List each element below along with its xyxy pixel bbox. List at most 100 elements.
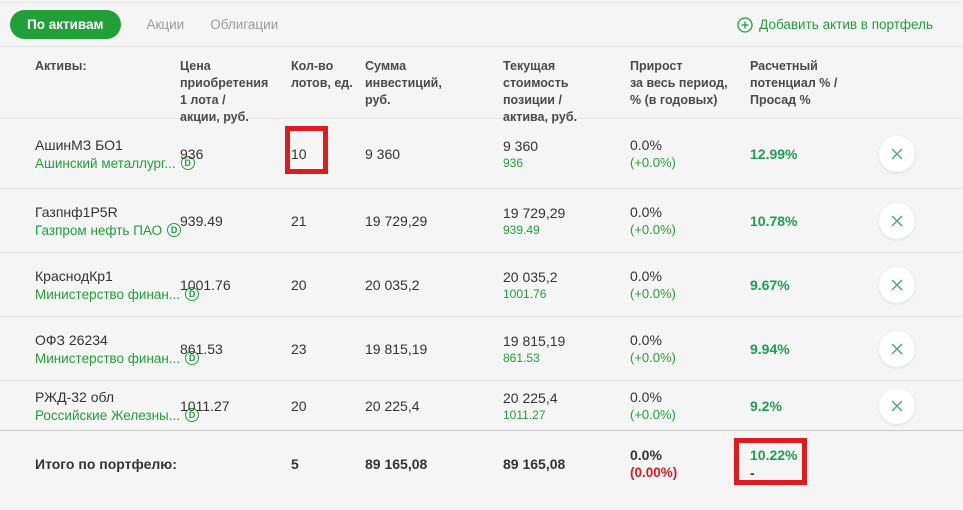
- tab-stocks[interactable]: Акции: [146, 17, 185, 32]
- growth-value: 0.0%: [630, 204, 662, 220]
- tab-by-assets[interactable]: По активам: [10, 10, 121, 39]
- close-icon: [891, 215, 903, 226]
- asset-ticker: Газпнф1P5R: [35, 203, 118, 220]
- qty-cell: 20: [291, 397, 307, 414]
- current-value: 20 225,4: [503, 389, 558, 406]
- growth-cell: 0.0% (+0.0%): [630, 389, 750, 422]
- col-header-qty: Кол-во лотов, ед.: [291, 59, 353, 90]
- qty-cell: 10: [291, 145, 307, 162]
- current-sub-value: 1011.27: [503, 407, 546, 422]
- growth-sub-value: (+0.0%): [630, 407, 676, 422]
- current-cell: 9 360 936: [503, 138, 630, 170]
- totals-qty: 5: [291, 455, 299, 472]
- tab-bonds[interactable]: Облигации: [210, 17, 279, 32]
- growth-cell: 0.0% (+0.0%): [630, 137, 750, 170]
- price-cell: 1011.27: [180, 397, 230, 414]
- totals-row: Итого по портфелю: 5 89 165,08 89 165,08…: [0, 430, 963, 496]
- asset-ticker: АшинМЗ БО1: [35, 136, 123, 153]
- asset-ticker: КраснодКр1: [35, 267, 113, 284]
- growth-value: 0.0%: [630, 332, 662, 348]
- asset-issuer-label: Российские Железны...: [35, 407, 181, 423]
- table-row: Газпнф1P5R Газпром нефть ПАО D 939.49 21…: [0, 188, 963, 252]
- col-header-potential: Расчетный потенциал % / Просад %: [750, 59, 838, 107]
- delete-asset-button[interactable]: [879, 330, 915, 367]
- qty-cell: 20: [291, 276, 307, 293]
- potential-cell: 12.99%: [750, 145, 798, 162]
- asset-issuer-label: Министерство финан...: [35, 286, 181, 302]
- close-icon: [891, 148, 903, 159]
- current-sub-value: 1001.76: [503, 286, 547, 301]
- close-icon: [891, 400, 903, 411]
- growth-value: 0.0%: [630, 137, 662, 153]
- totals-potential: 10.22%: [750, 446, 798, 463]
- d-badge-icon[interactable]: D: [185, 351, 200, 365]
- asset-issuer-link[interactable]: Министерство финан... D: [35, 287, 200, 302]
- totals-invested: 89 165,08: [365, 455, 428, 472]
- close-icon: [891, 343, 903, 354]
- asset-cell: АшинМЗ БО1 Ашинский металлург... D: [35, 136, 195, 171]
- potential-cell: 9.67%: [750, 276, 790, 293]
- col-header-invested: Сумма инвестиций, руб.: [365, 59, 442, 107]
- add-asset-button[interactable]: Добавить актив в портфель: [737, 16, 933, 33]
- growth-sub-value: (+0.0%): [630, 350, 676, 365]
- growth-sub-value: (+0.0%): [630, 155, 676, 170]
- close-icon: [891, 279, 903, 290]
- current-sub-value: 861.53: [503, 350, 540, 365]
- asset-issuer-link[interactable]: Ашинский металлург... D: [35, 156, 195, 171]
- current-value: 9 360: [503, 137, 539, 154]
- col-header-price: Цена приобретения 1 лота / акции, руб.: [180, 59, 269, 124]
- delete-asset-button[interactable]: [879, 387, 915, 424]
- asset-ticker: ОФЗ 26234: [35, 331, 108, 348]
- d-badge-icon[interactable]: D: [167, 223, 182, 237]
- current-cell: 19 815,19 861.53: [503, 333, 630, 365]
- asset-cell: Газпнф1P5R Газпром нефть ПАО D: [35, 203, 182, 238]
- invested-cell: 19 729,29: [365, 212, 428, 229]
- asset-issuer-label: Ашинский металлург...: [35, 155, 176, 171]
- asset-issuer-link[interactable]: Министерство финан... D: [35, 351, 200, 366]
- d-badge-icon[interactable]: D: [185, 408, 200, 422]
- plus-circle-icon: [737, 16, 753, 33]
- price-cell: 861.53: [180, 340, 223, 357]
- asset-issuer-label: Министерство финан...: [35, 350, 181, 366]
- invested-cell: 20 035,2: [365, 276, 420, 293]
- totals-potential-sub: -: [750, 464, 755, 481]
- growth-value: 0.0%: [630, 389, 662, 405]
- asset-cell: КраснодКр1 Министерство финан... D: [35, 267, 200, 302]
- totals-current: 89 165,08: [503, 455, 566, 472]
- col-header-current: Текущая стоимость позиции / актива, руб.: [503, 59, 578, 124]
- d-badge-icon[interactable]: D: [185, 287, 200, 301]
- growth-cell: 0.0% (+0.0%): [630, 268, 750, 301]
- asset-issuer-link[interactable]: Газпром нефть ПАО D: [35, 222, 182, 238]
- delete-asset-button[interactable]: [879, 266, 915, 303]
- d-badge-icon[interactable]: D: [180, 156, 195, 170]
- growth-cell: 0.0% (+0.0%): [630, 204, 750, 237]
- table-row: АшинМЗ БО1 Ашинский металлург... D 936 1…: [0, 118, 963, 188]
- delete-asset-button[interactable]: [879, 135, 915, 172]
- table-row: КраснодКр1 Министерство финан... D 1001.…: [0, 252, 963, 316]
- totals-growth-cell: 0.0% (0.00%): [630, 447, 750, 480]
- qty-cell: 23: [291, 340, 307, 357]
- invested-cell: 9 360: [365, 145, 401, 162]
- delete-asset-button[interactable]: [879, 202, 915, 239]
- asset-issuer-link[interactable]: Российские Железны... D: [35, 408, 200, 423]
- growth-value: 0.0%: [630, 268, 662, 284]
- current-value: 19 815,19: [503, 332, 566, 349]
- table-row: ОФЗ 26234 Министерство финан... D 861.53…: [0, 316, 963, 380]
- asset-issuer-label: Газпром нефть ПАО: [35, 222, 163, 238]
- asset-ticker: РЖД-32 обл: [35, 388, 115, 405]
- qty-cell: 21: [291, 212, 307, 229]
- potential-cell: 9.2%: [750, 397, 782, 414]
- invested-cell: 19 815,19: [365, 340, 428, 357]
- totals-growth-sub: (0.00%): [630, 465, 678, 480]
- current-cell: 20 225,4 1011.27: [503, 390, 630, 422]
- totals-growth: 0.0%: [630, 447, 662, 463]
- current-value: 20 035,2: [503, 268, 558, 285]
- current-sub-value: 936: [503, 155, 524, 170]
- current-cell: 19 729,29 939.49: [503, 205, 630, 237]
- potential-cell: 10.78%: [750, 212, 798, 229]
- potential-cell: 9.94%: [750, 340, 790, 357]
- price-cell: 939.49: [180, 212, 223, 229]
- col-header-assets: Активы:: [35, 59, 87, 73]
- current-sub-value: 939.49: [503, 222, 540, 237]
- invested-cell: 20 225,4: [365, 397, 420, 414]
